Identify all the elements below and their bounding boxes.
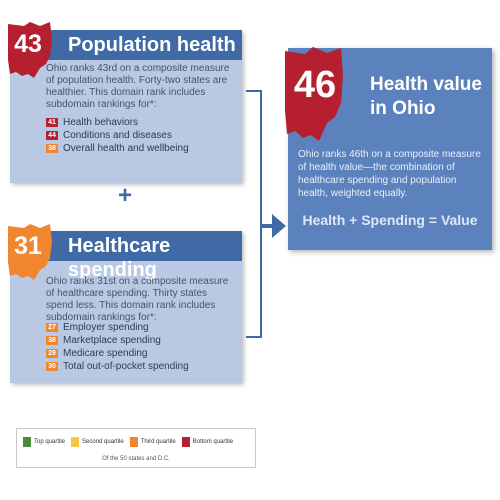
healthcare-spending-description: Ohio ranks 31st on a composite measure o… [46, 276, 229, 323]
list-item: 38 Marketplace spending [46, 334, 189, 346]
rank-badge: 29 [46, 348, 58, 358]
legend-item-bottom: Bottom quartile [181, 437, 234, 447]
rank-badge: 41 [46, 117, 58, 127]
health-value-formula: Health + Spending = Value [302, 212, 478, 228]
bracket-connector [246, 90, 262, 338]
rank-badge: 44 [46, 130, 58, 140]
subdomain-label: Overall health and wellbeing [63, 142, 189, 154]
legend-label: Third quartile [140, 439, 176, 445]
list-item: 41 Health behaviors [46, 116, 189, 128]
subdomain-label: Employer spending [63, 321, 149, 333]
list-item: 29 Medicare spending [46, 347, 189, 359]
population-health-panel: Population health Ohio ranks 43rd on a c… [10, 30, 242, 183]
population-subdomain-list: 41 Health behaviors 44 Conditions and di… [46, 116, 189, 155]
legend-item-top: Top quartile [23, 437, 65, 447]
legend-label: Second quartile [82, 439, 124, 445]
legend-swatch [181, 437, 190, 447]
health-value-title: Health value in Ohio [370, 74, 482, 119]
legend-swatch [71, 437, 80, 447]
legend-note: Of the 50 states and D.C. [102, 456, 170, 462]
healthcare-subdomain-list: 27 Employer spending 38 Marketplace spen… [46, 321, 189, 373]
legend-row: Top quartile Second quartile Third quart… [23, 437, 239, 447]
list-item: 38 Overall health and wellbeing [46, 142, 189, 154]
plus-sign: + [118, 182, 133, 209]
rank-badge: 38 [46, 143, 58, 153]
health-value-description: Ohio ranks 46th on a composite measure o… [298, 149, 481, 199]
ohio-state-icon [8, 224, 52, 280]
health-value-rank: 46 [293, 64, 337, 106]
rank-badge: 38 [46, 335, 58, 345]
quartile-legend: Top quartile Second quartile Third quart… [16, 428, 256, 468]
legend-label: Top quartile [34, 439, 66, 445]
rank-badge: 27 [46, 322, 58, 332]
healthcare-spending-rank: 31 [14, 232, 42, 260]
legend-item-second: Second quartile [71, 437, 124, 447]
legend-swatch [23, 437, 31, 447]
ohio-state-icon [285, 47, 343, 141]
arrow-head-icon [272, 214, 286, 238]
healthcare-spending-title: Healthcare spending [68, 235, 171, 281]
population-health-rank: 43 [14, 30, 42, 58]
legend-label: Bottom quartile [192, 439, 234, 445]
subdomain-label: Total out-of-pocket spending [63, 360, 189, 372]
population-health-title: Population health [68, 34, 236, 56]
subdomain-label: Health behaviors [63, 116, 139, 128]
legend-item-third: Third quartile [129, 437, 176, 447]
rank-badge: 30 [46, 361, 58, 371]
list-item: 30 Total out-of-pocket spending [46, 360, 189, 372]
subdomain-label: Conditions and diseases [63, 129, 172, 141]
list-item: 27 Employer spending [46, 321, 189, 333]
population-health-description: Ohio ranks 43rd on a composite measure o… [46, 63, 230, 110]
subdomain-label: Medicare spending [63, 347, 148, 359]
list-item: 44 Conditions and diseases [46, 129, 189, 141]
arrow-right-icon [262, 224, 276, 228]
ohio-state-icon [8, 22, 52, 78]
subdomain-label: Marketplace spending [63, 334, 161, 346]
legend-swatch [129, 437, 138, 447]
